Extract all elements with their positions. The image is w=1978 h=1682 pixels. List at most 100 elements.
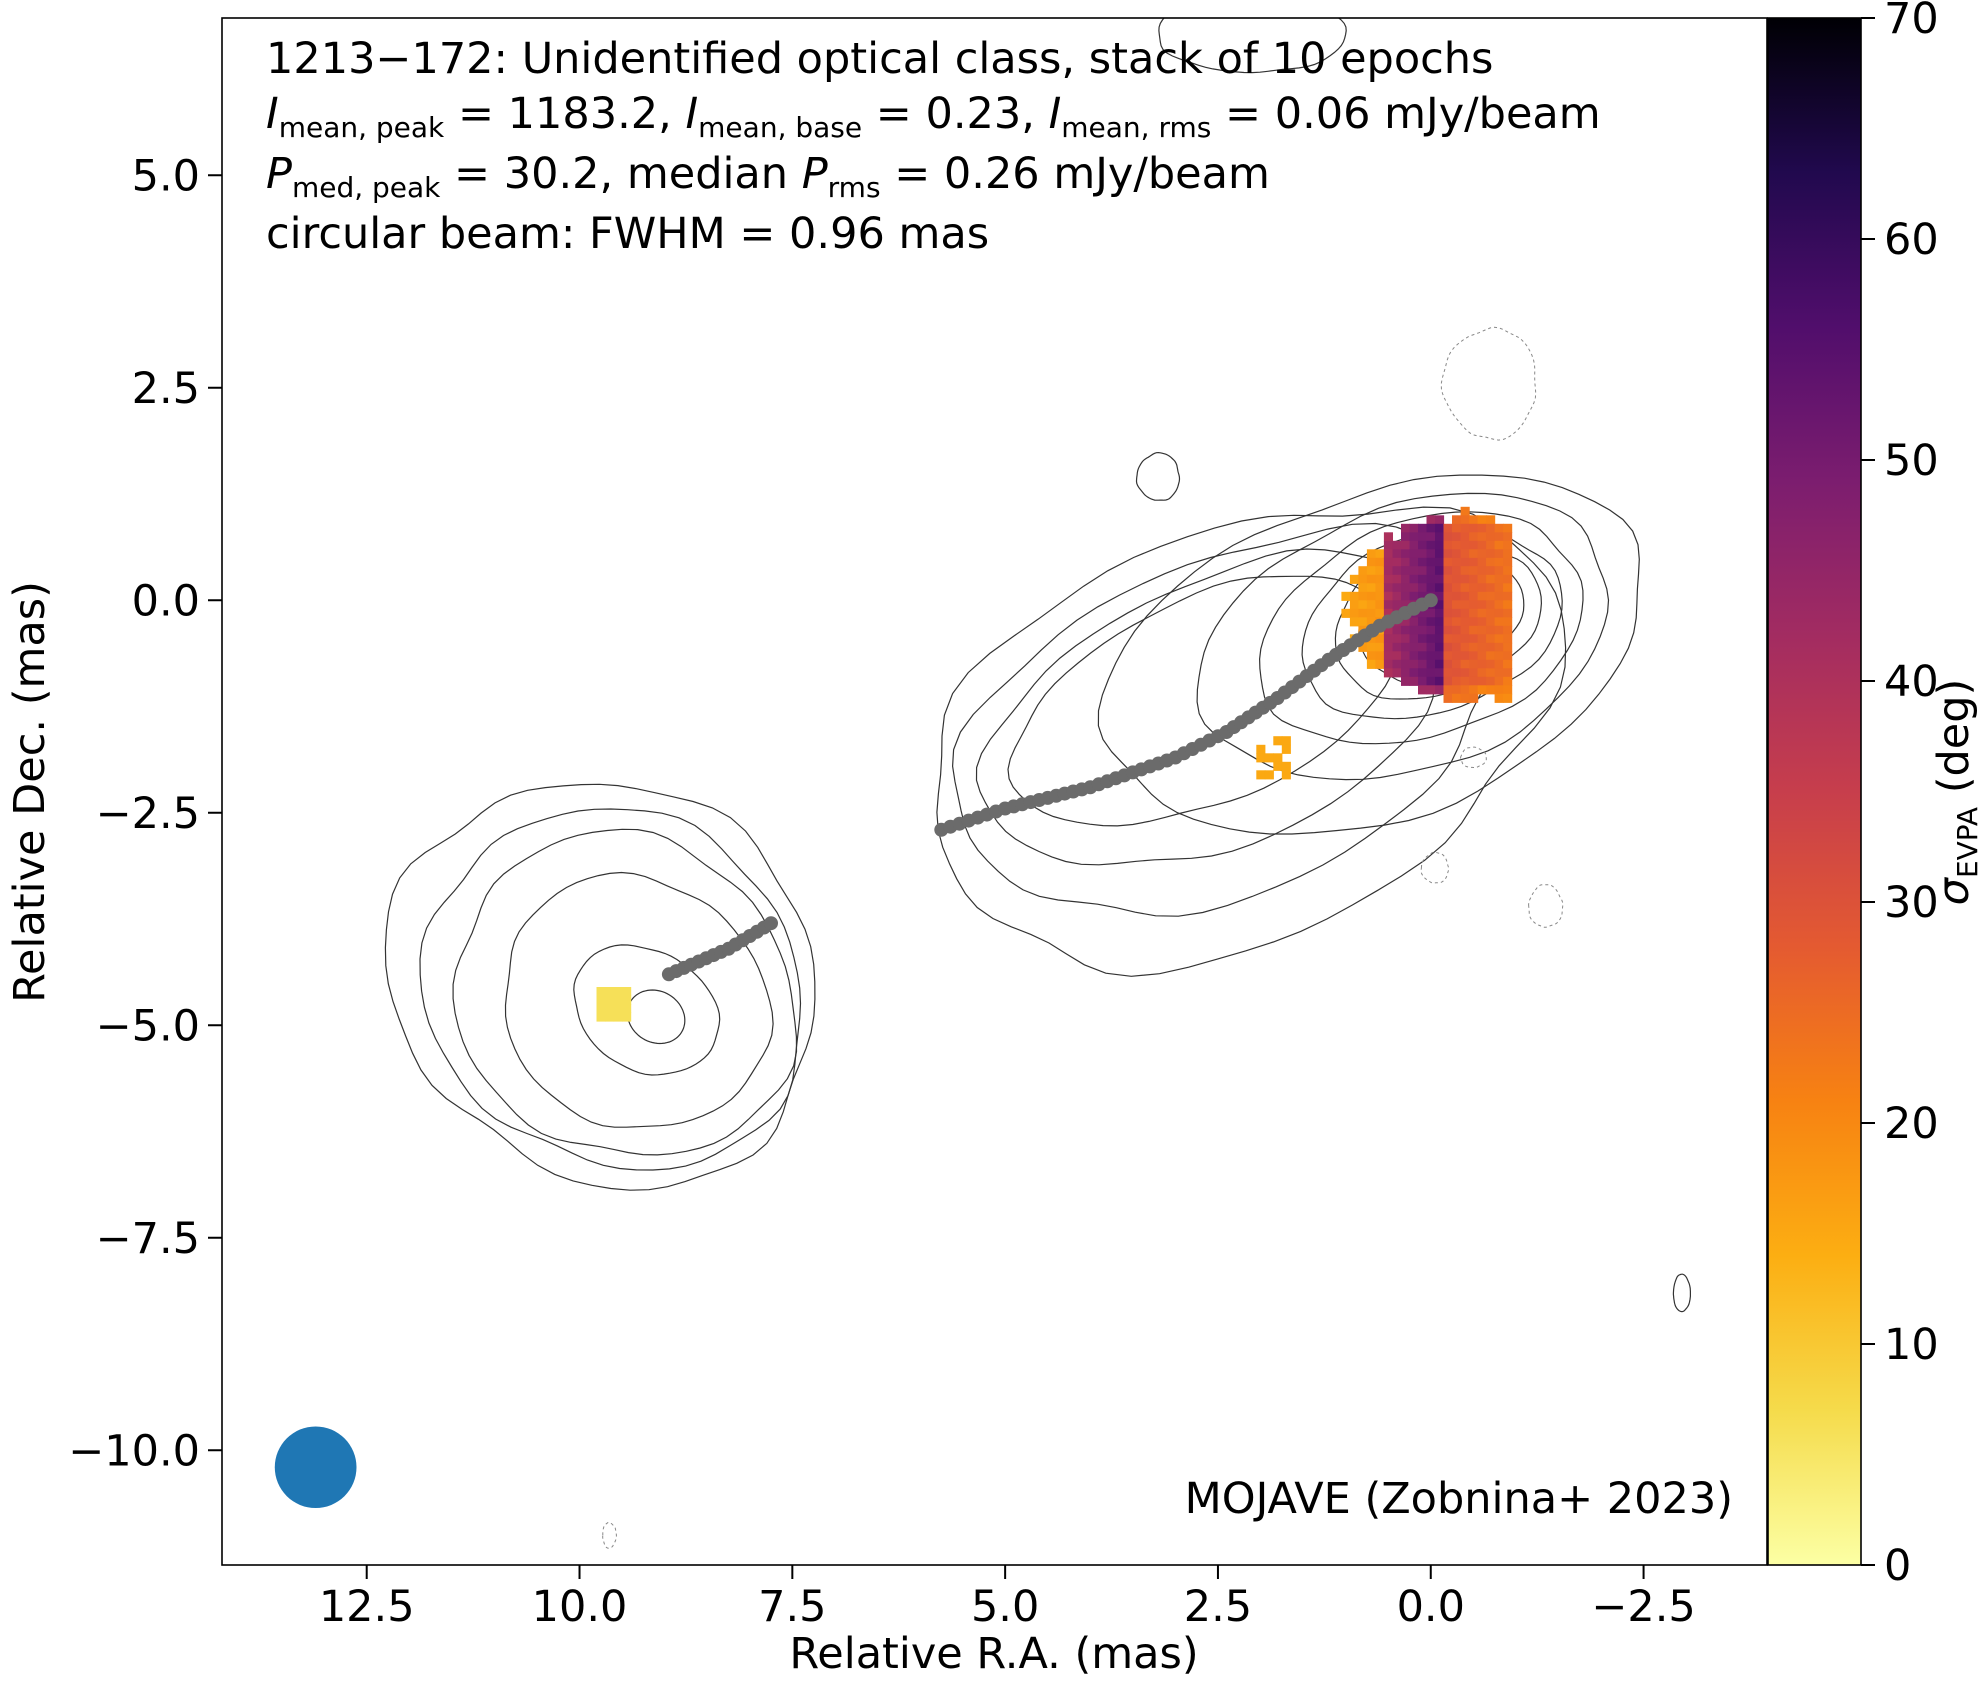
evpa-pixel — [1460, 540, 1470, 550]
evpa-pixel — [1426, 634, 1436, 644]
evpa-pixel — [1401, 651, 1411, 661]
evpa-pixel — [1460, 591, 1470, 601]
p-rms-value: 0.26 — [944, 149, 1040, 199]
evpa-pixel — [1443, 634, 1453, 644]
evpa-pixel — [1383, 634, 1393, 644]
evpa-pixel — [1503, 532, 1513, 542]
evpa-pixel — [1494, 693, 1504, 703]
evpa-pixel — [1409, 617, 1419, 627]
evpa-pixel — [1435, 676, 1445, 686]
evpa-pixel — [1452, 642, 1462, 652]
evpa-pixel — [1460, 515, 1470, 525]
evpa-pixel — [596, 995, 606, 1005]
evpa-pixel — [1401, 668, 1411, 678]
y-tick-label: −2.5 — [96, 789, 200, 839]
evpa-pixel — [1443, 642, 1453, 652]
evpa-pixel — [1477, 540, 1487, 550]
evpa-pixel — [1401, 591, 1411, 601]
evpa-pixel — [1366, 608, 1376, 618]
evpa-pixel — [1477, 515, 1487, 525]
evpa-pixel — [1375, 566, 1385, 576]
evpa-pixel — [1418, 574, 1428, 584]
header-line-2: Imean, peak = 1183.2, Imean, base = 0.23… — [266, 89, 1601, 144]
evpa-pixel — [1452, 651, 1462, 661]
evpa-pixel — [1392, 549, 1402, 559]
evpa-pixel — [1452, 532, 1462, 542]
evpa-pixel — [1366, 583, 1376, 593]
evpa-pixel — [1375, 574, 1385, 584]
evpa-pixel — [1435, 685, 1445, 695]
evpa-pixel — [1494, 685, 1504, 695]
contour-line — [452, 828, 798, 1156]
evpa-pixel — [1426, 608, 1436, 618]
evpa-pixel — [1469, 574, 1479, 584]
evpa-pixel — [1418, 608, 1428, 618]
evpa-pixel — [1477, 651, 1487, 661]
evpa-pixel — [622, 1004, 632, 1014]
evpa-pixel — [622, 995, 632, 1005]
evpa-pixel — [1469, 515, 1479, 525]
evpa-pixel — [1281, 770, 1291, 780]
evpa-pixel — [1494, 557, 1504, 567]
evpa-pixel — [1494, 600, 1504, 610]
evpa-pixel — [1435, 557, 1445, 567]
header-line-3: Pmed, peak = 30.2, median Prms = 0.26 mJ… — [266, 149, 1270, 204]
evpa-pixel — [1494, 591, 1504, 601]
colorbar-label: σEVPA (deg) — [1929, 679, 1978, 906]
evpa-pixel — [1469, 693, 1479, 703]
evpa-pixel — [1383, 608, 1393, 618]
evpa-pixel — [1443, 549, 1453, 559]
contour-line — [936, 506, 1567, 977]
evpa-pixel — [1358, 591, 1368, 601]
evpa-pixel — [1281, 744, 1291, 754]
evpa-pixel — [1435, 523, 1445, 533]
evpa-pixel — [1392, 659, 1402, 669]
evpa-pixel — [1469, 523, 1479, 533]
evpa-pixel — [1409, 625, 1419, 635]
evpa-pixel — [1426, 642, 1436, 652]
header-annotation: 1213−172: Unidentified optical class, st… — [266, 34, 1601, 259]
evpa-pixel — [1494, 617, 1504, 627]
evpa-pixel — [1418, 651, 1428, 661]
evpa-pixel — [1418, 685, 1428, 695]
x-axis-ticks: 12.5 10.0 7.5 5.0 2.5 0.0 −2.5 — [319, 1565, 1696, 1632]
evpa-pixel — [1494, 659, 1504, 669]
evpa-pixel — [1452, 574, 1462, 584]
evpa-pixel — [1349, 617, 1359, 627]
plot-area — [274, 18, 1691, 1549]
evpa-pixel — [1477, 583, 1487, 593]
evpa-pixel — [1383, 557, 1393, 567]
evpa-pixel — [1435, 583, 1445, 593]
evpa-pixel — [1349, 608, 1359, 618]
evpa-pixel — [1503, 651, 1513, 661]
evpa-pixel — [1418, 668, 1428, 678]
evpa-pixel — [1486, 540, 1496, 550]
evpa-pixel — [1460, 668, 1470, 678]
evpa-pixel — [1477, 523, 1487, 533]
evpa-pixel — [622, 987, 632, 997]
evpa-pixel — [1383, 591, 1393, 601]
y-axis-ticks: 5.0 2.5 0.0 −2.5 −5.0 −7.5 −10.0 — [68, 151, 222, 1476]
evpa-pixel — [1469, 676, 1479, 686]
evpa-pixel — [1486, 600, 1496, 610]
evpa-pixel — [1494, 540, 1504, 550]
evpa-pixel — [1503, 617, 1513, 627]
y-tick-label: −5.0 — [96, 1001, 200, 1051]
colorbar-tick-label: 20 — [1884, 1099, 1939, 1149]
y-tick-label: 0.0 — [132, 576, 200, 626]
evpa-pixel — [1426, 668, 1436, 678]
colorbar-tick-label: 10 — [1884, 1320, 1939, 1370]
evpa-pixel — [1452, 583, 1462, 593]
evpa-pixel — [1392, 574, 1402, 584]
evpa-pixel — [1273, 736, 1283, 746]
evpa-pixel — [1418, 549, 1428, 559]
evpa-pixel — [1366, 557, 1376, 567]
evpa-pixel — [1418, 642, 1428, 652]
evpa-pixel — [1426, 676, 1436, 686]
evpa-pixel — [1418, 591, 1428, 601]
evpa-pixel — [1375, 651, 1385, 661]
negative-contour-line — [1420, 851, 1450, 884]
evpa-pixel — [1383, 600, 1393, 610]
evpa-pixel — [1401, 583, 1411, 593]
evpa-pixel — [1452, 685, 1462, 695]
